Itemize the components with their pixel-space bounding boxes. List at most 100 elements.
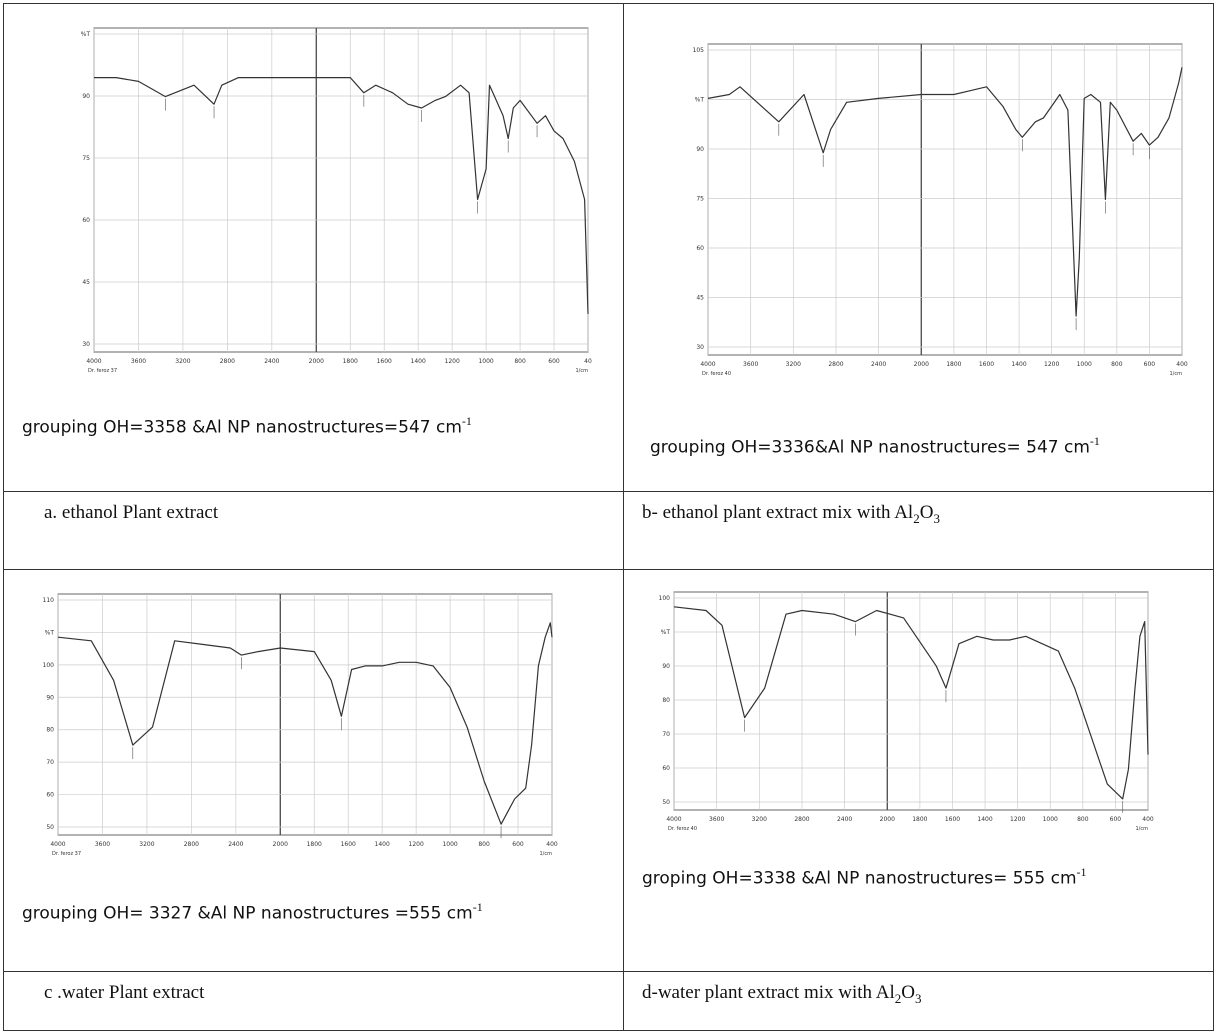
spectrum-a: 4000 3600 3200 2800 2400 2000 1800 1600 1400 1200… <box>81 27 592 374</box>
x-tick-label: 2400 <box>871 361 886 368</box>
x-tick-label: 1200 <box>1010 816 1025 823</box>
y-tick-label: 60 <box>696 245 704 252</box>
caption-a-sup: -1 <box>461 414 472 428</box>
x-tick-label: 1600 <box>341 841 356 848</box>
plot-frame <box>707 43 1183 356</box>
x-tick-label: 3200 <box>139 841 154 848</box>
panel-c-cell: 4000 3600 3200 2800 2400 2000 1800 1600 1400 1200… <box>3 569 624 972</box>
x-tick-label: 800 <box>1077 816 1089 823</box>
label-d: d-water plant extract mix with Al2O3 <box>642 982 921 1007</box>
x-tick-label: 3200 <box>786 361 801 368</box>
x-tick-label: 2000 <box>914 361 929 368</box>
label-b: b- ethanol plant extract mix with Al2O3 <box>642 502 940 527</box>
label-d-sub1: 2 <box>894 990 902 1006</box>
caption-b-text: grouping OH=3336&Al NP nanostructures= 5… <box>650 437 1090 458</box>
x-tick-label: 3200 <box>175 358 190 365</box>
x-tick-label: 600 <box>1144 361 1156 368</box>
x-tick-label: 1400 <box>1011 361 1026 368</box>
y-tick-label: 60 <box>662 765 670 772</box>
caption-d-text: groping OH=3338 &Al NP nanostructures= 5… <box>642 868 1077 889</box>
x-tick-label: 3600 <box>131 358 146 365</box>
caption-c-sup: -1 <box>472 900 483 914</box>
y-tick-label: %T <box>81 31 91 38</box>
x-tick-label: 4000 <box>86 358 101 365</box>
label-c-cell: c .water Plant extract <box>3 971 624 1031</box>
plot-frame <box>673 591 1149 811</box>
x-tick-label: 1200 <box>445 358 460 365</box>
spectrum-trace <box>707 67 1183 317</box>
x-tick-label: 1400 <box>977 816 992 823</box>
label-d-mid: O <box>901 982 915 1003</box>
label-b-text: b- ethanol plant extract mix with Al <box>642 502 914 523</box>
y-tick-label: 110 <box>43 597 55 604</box>
x-tick-label: 1600 <box>945 816 960 823</box>
unit-label: 1/cm <box>576 368 589 374</box>
caption-c-text: grouping OH= 3327 &Al NP nanostructures … <box>22 903 473 924</box>
caption-a: grouping OH=3358 &Al NP nanostructures=5… <box>22 414 472 438</box>
label-a: a. ethanol Plant extract <box>44 502 218 524</box>
label-b-mid: O <box>919 502 934 523</box>
x-tick-label: 1800 <box>343 358 358 365</box>
x-tick-label: 1000 <box>1077 361 1092 368</box>
footer-label: Dr. feroz 40 <box>702 371 731 377</box>
y-tick-label: 75 <box>82 155 90 162</box>
y-tick-label: %T <box>45 629 55 636</box>
y-tick-label: 50 <box>662 799 670 806</box>
x-tick-label: 2800 <box>828 361 843 368</box>
x-tick-label: 400 <box>1142 816 1154 823</box>
y-tick-label: 90 <box>662 663 670 670</box>
label-d-cell: d-water plant extract mix with Al2O3 <box>623 971 1214 1031</box>
caption-a-text: grouping OH=3358 &Al NP nanostructures=5… <box>22 417 462 438</box>
caption-c: grouping OH= 3327 &Al NP nanostructures … <box>22 900 483 924</box>
x-tick-label: 2000 <box>273 841 288 848</box>
label-a-cell: a. ethanol Plant extract <box>3 491 624 570</box>
label-a-text: a. ethanol Plant extract <box>44 502 219 523</box>
panel-a-cell: 4000 3600 3200 2800 2400 2000 1800 1600 1400 1200… <box>3 3 624 492</box>
panel-d-cell: 4000 3600 3200 2800 2400 2000 1800 1600 1400 1200… <box>623 569 1214 972</box>
x-tick-label: 1200 <box>409 841 424 848</box>
label-c-text: c .water Plant extract <box>44 982 205 1003</box>
label-d-text: d-water plant extract mix with Al <box>642 982 895 1003</box>
x-tick-label: 2800 <box>220 358 235 365</box>
y-tick-label: 105 <box>693 47 705 54</box>
x-tick-label: 3600 <box>743 361 758 368</box>
y-tick-label: 100 <box>43 662 55 669</box>
y-tick-label: 80 <box>662 697 670 704</box>
label-d-sub2: 3 <box>914 990 922 1006</box>
caption-d-sup: -1 <box>1076 865 1087 879</box>
caption-b: grouping OH=3336&Al NP nanostructures= 5… <box>650 434 1100 458</box>
x-tick-label: 2400 <box>264 358 279 365</box>
x-tick-label: 2400 <box>837 816 852 823</box>
y-tick-label: 75 <box>696 196 704 203</box>
label-b-sub2: 3 <box>933 510 940 526</box>
label-b-sub1: 2 <box>913 510 920 526</box>
y-tick-label: 70 <box>46 759 54 766</box>
y-tick-label: 60 <box>46 792 54 799</box>
y-tick-label: 100 <box>659 595 671 602</box>
x-tick-label: 3200 <box>752 816 767 823</box>
y-tick-label: 70 <box>662 731 670 738</box>
y-tick-label: 45 <box>82 279 90 286</box>
spectrum-trace <box>94 77 589 314</box>
x-tick-label: 2000 <box>309 358 324 365</box>
y-tick-label: 30 <box>82 341 90 348</box>
x-tick-label: 2800 <box>184 841 199 848</box>
unit-label: 1/cm <box>1136 826 1149 832</box>
plot-frame <box>57 593 553 836</box>
unit-label: 1/cm <box>1170 371 1183 377</box>
footer-label: Dr. feroz 37 <box>88 368 117 374</box>
y-tick-label: 50 <box>46 824 54 831</box>
x-tick-label: 3600 <box>709 816 724 823</box>
x-tick-label: 3600 <box>95 841 110 848</box>
x-tick-label: 800 <box>1111 361 1123 368</box>
x-tick-label: 1400 <box>411 358 426 365</box>
x-tick-label: 2000 <box>880 816 895 823</box>
x-tick-label: 1600 <box>377 358 392 365</box>
y-tick-label: %T <box>695 97 705 104</box>
x-tick-label: 1000 <box>1043 816 1058 823</box>
caption-d: groping OH=3338 &Al NP nanostructures= 5… <box>642 865 1087 889</box>
label-c: c .water Plant extract <box>44 982 204 1004</box>
y-tick-label: 90 <box>82 93 90 100</box>
label-b-cell: b- ethanol plant extract mix with Al2O3 <box>623 491 1214 570</box>
x-tick-label: 1800 <box>912 816 927 823</box>
